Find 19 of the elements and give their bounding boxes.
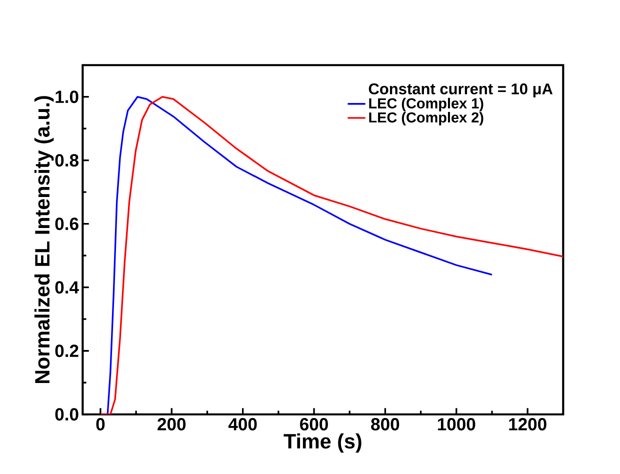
y-tick-label: 1.0 xyxy=(56,90,78,103)
y-tick-label: 0.0 xyxy=(55,408,78,420)
x-tick-label: 1200 xyxy=(509,418,546,430)
y-tick-label: 0.2 xyxy=(55,344,78,357)
y-axis-title: Normalized EL Intensity (a.u.) xyxy=(34,96,54,383)
y-tick-label: 0.4 xyxy=(55,281,79,294)
x-tick-label: 400 xyxy=(228,418,257,430)
x-tick-label: 200 xyxy=(158,418,186,430)
legend-label: LEC (Complex 1) xyxy=(369,98,484,112)
x-axis-title: Time (s) xyxy=(284,433,362,453)
x-tick-label: 1000 xyxy=(438,418,476,430)
x-tick-label: 800 xyxy=(371,418,400,430)
line-series xyxy=(100,96,564,414)
x-tick-label: 600 xyxy=(300,418,328,430)
x-tick-label: 0 xyxy=(96,418,105,430)
y-tick-label: 0.8 xyxy=(55,154,78,166)
legend-label: LEC (Complex 2) xyxy=(369,112,484,126)
y-tick-label: 0.6 xyxy=(55,217,78,230)
legend-title: Constant current = 10 μA xyxy=(368,83,553,98)
